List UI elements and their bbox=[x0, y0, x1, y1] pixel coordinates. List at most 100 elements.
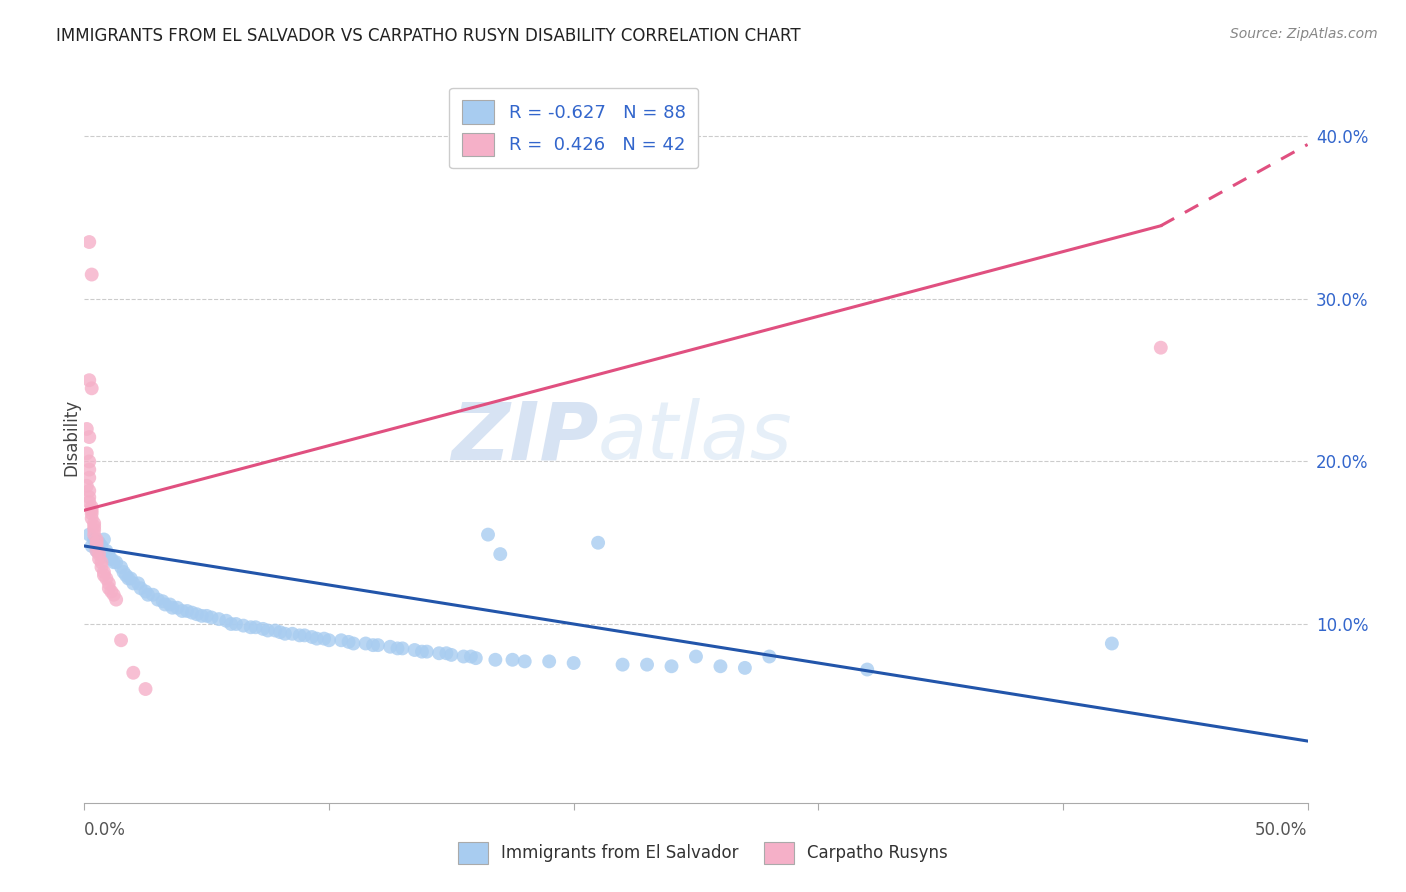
Point bbox=[142, 588, 165, 602]
Text: IMMIGRANTS FROM EL SALVADOR VS CARPATHO RUSYN DISABILITY CORRELATION CHART: IMMIGRANTS FROM EL SALVADOR VS CARPATHO … bbox=[56, 27, 801, 45]
Point bbox=[612, 657, 634, 672]
Point bbox=[225, 617, 247, 632]
Point bbox=[83, 527, 105, 541]
Point bbox=[342, 636, 364, 650]
Point bbox=[93, 565, 115, 579]
Point bbox=[100, 552, 122, 566]
Y-axis label: Disability: Disability bbox=[62, 399, 80, 475]
Point bbox=[337, 635, 360, 649]
Point bbox=[80, 511, 103, 525]
Point bbox=[281, 626, 304, 640]
Text: 50.0%: 50.0% bbox=[1256, 821, 1308, 839]
Point bbox=[80, 539, 103, 553]
Point bbox=[86, 533, 108, 547]
Legend: Immigrants from El Salvador, Carpatho Rusyns: Immigrants from El Salvador, Carpatho Ru… bbox=[451, 836, 955, 871]
Point bbox=[219, 617, 242, 632]
Text: ZIP: ZIP bbox=[451, 398, 598, 476]
Point bbox=[252, 622, 274, 636]
Point bbox=[195, 608, 218, 623]
Point bbox=[129, 581, 152, 595]
Point bbox=[477, 527, 499, 541]
Point bbox=[411, 645, 433, 659]
Point bbox=[77, 430, 100, 444]
Point bbox=[77, 454, 100, 468]
Point bbox=[80, 500, 103, 514]
Point bbox=[391, 641, 413, 656]
Point bbox=[294, 628, 316, 642]
Point bbox=[83, 516, 105, 531]
Point bbox=[87, 535, 110, 549]
Point bbox=[105, 555, 128, 569]
Point bbox=[162, 600, 184, 615]
Point bbox=[76, 479, 98, 493]
Point bbox=[636, 657, 658, 672]
Point bbox=[489, 547, 512, 561]
Point bbox=[146, 592, 169, 607]
Point bbox=[562, 656, 585, 670]
Point bbox=[172, 604, 194, 618]
Point bbox=[83, 533, 105, 547]
Point bbox=[404, 643, 426, 657]
Point bbox=[77, 495, 100, 509]
Point bbox=[661, 659, 683, 673]
Text: 0.0%: 0.0% bbox=[84, 821, 127, 839]
Point bbox=[734, 661, 756, 675]
Point bbox=[232, 618, 254, 632]
Point bbox=[484, 653, 506, 667]
Point bbox=[117, 572, 139, 586]
Point bbox=[301, 630, 323, 644]
Point bbox=[318, 633, 340, 648]
Point bbox=[159, 598, 181, 612]
Point bbox=[460, 649, 482, 664]
Point bbox=[176, 604, 198, 618]
Point bbox=[464, 651, 486, 665]
Point bbox=[86, 544, 108, 558]
Point bbox=[105, 592, 128, 607]
Point bbox=[93, 568, 115, 582]
Point bbox=[83, 519, 105, 533]
Point bbox=[127, 576, 149, 591]
Point bbox=[76, 422, 98, 436]
Point bbox=[77, 490, 100, 504]
Point bbox=[208, 612, 231, 626]
Point bbox=[135, 681, 157, 696]
Point bbox=[709, 659, 731, 673]
Point bbox=[135, 584, 157, 599]
Point bbox=[361, 638, 384, 652]
Point bbox=[685, 649, 707, 664]
Point bbox=[181, 606, 204, 620]
Point bbox=[76, 446, 98, 460]
Point bbox=[200, 610, 222, 624]
Point bbox=[77, 462, 100, 476]
Point bbox=[103, 588, 125, 602]
Point bbox=[274, 626, 297, 640]
Point bbox=[86, 539, 108, 553]
Point bbox=[83, 523, 105, 537]
Point bbox=[264, 624, 287, 638]
Point bbox=[110, 560, 132, 574]
Point bbox=[191, 608, 214, 623]
Point bbox=[453, 649, 475, 664]
Point bbox=[538, 654, 561, 668]
Point bbox=[152, 594, 174, 608]
Text: Source: ZipAtlas.com: Source: ZipAtlas.com bbox=[1230, 27, 1378, 41]
Point bbox=[80, 503, 103, 517]
Point bbox=[80, 381, 103, 395]
Point bbox=[186, 607, 208, 622]
Point bbox=[77, 235, 100, 249]
Point bbox=[110, 633, 132, 648]
Point bbox=[856, 663, 879, 677]
Point bbox=[93, 533, 115, 547]
Point bbox=[153, 598, 176, 612]
Point bbox=[513, 654, 536, 668]
Point bbox=[288, 628, 311, 642]
Legend: R = -0.627   N = 88, R =  0.426   N = 42: R = -0.627 N = 88, R = 0.426 N = 42 bbox=[449, 87, 699, 169]
Point bbox=[90, 539, 112, 553]
Point bbox=[502, 653, 524, 667]
Point bbox=[122, 665, 145, 680]
Point bbox=[166, 600, 188, 615]
Point bbox=[427, 646, 450, 660]
Point bbox=[1150, 341, 1173, 355]
Point bbox=[380, 640, 402, 654]
Point bbox=[100, 584, 122, 599]
